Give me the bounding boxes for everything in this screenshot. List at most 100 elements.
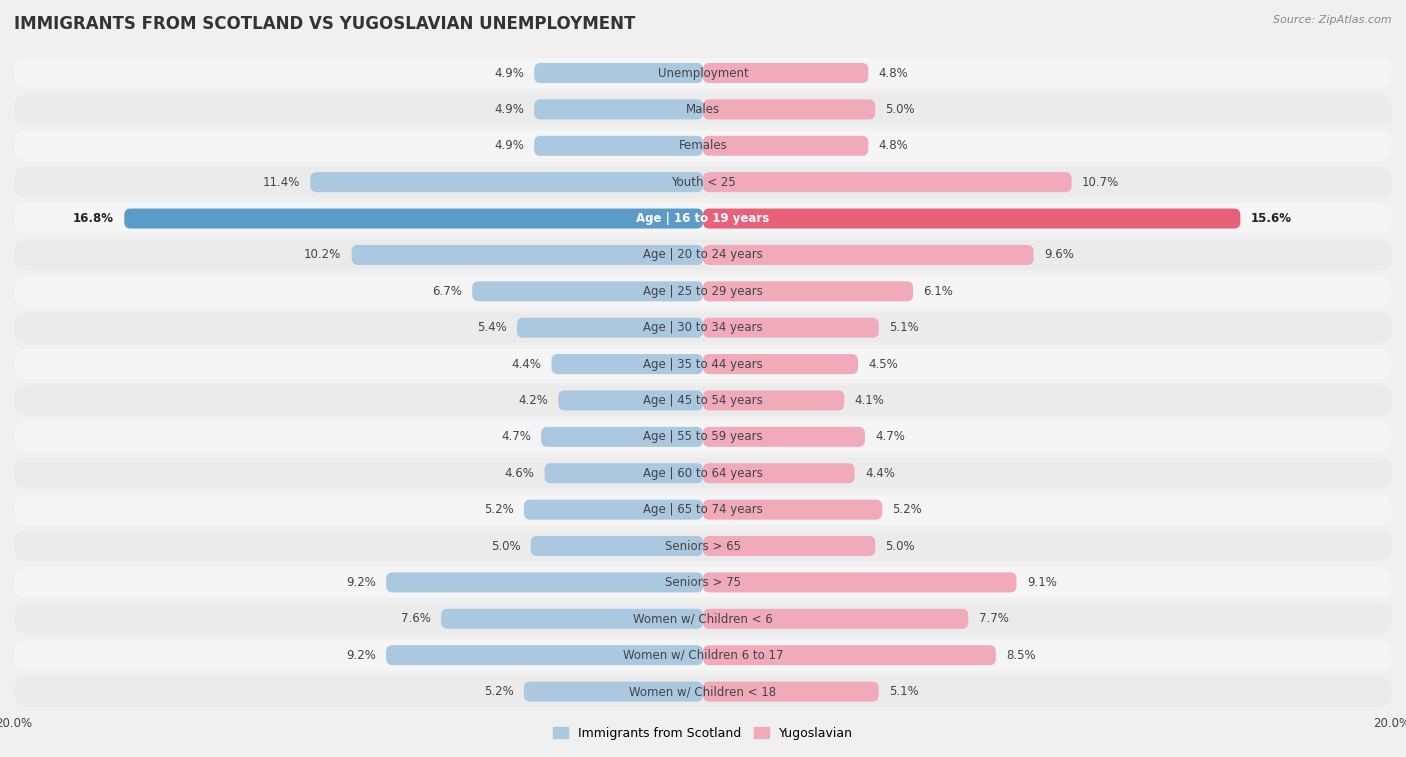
Text: 4.6%: 4.6% [505,467,534,480]
FancyBboxPatch shape [544,463,703,483]
FancyBboxPatch shape [703,318,879,338]
Text: 7.7%: 7.7% [979,612,1008,625]
FancyBboxPatch shape [703,208,1240,229]
FancyBboxPatch shape [14,313,1392,343]
FancyBboxPatch shape [14,204,1392,234]
Text: Age | 45 to 54 years: Age | 45 to 54 years [643,394,763,407]
Text: 11.4%: 11.4% [263,176,299,188]
FancyBboxPatch shape [14,58,1392,89]
Text: Males: Males [686,103,720,116]
FancyBboxPatch shape [524,500,703,519]
FancyBboxPatch shape [541,427,703,447]
Text: Women w/ Children < 6: Women w/ Children < 6 [633,612,773,625]
Legend: Immigrants from Scotland, Yugoslavian: Immigrants from Scotland, Yugoslavian [548,722,858,745]
FancyBboxPatch shape [14,422,1392,452]
Text: Unemployment: Unemployment [658,67,748,79]
Text: 4.2%: 4.2% [519,394,548,407]
Text: 9.2%: 9.2% [346,649,375,662]
Text: 9.1%: 9.1% [1026,576,1057,589]
FancyBboxPatch shape [387,645,703,665]
FancyBboxPatch shape [534,99,703,120]
Text: Source: ZipAtlas.com: Source: ZipAtlas.com [1274,15,1392,25]
FancyBboxPatch shape [703,572,1017,593]
Text: 5.2%: 5.2% [893,503,922,516]
Text: Age | 65 to 74 years: Age | 65 to 74 years [643,503,763,516]
Text: Age | 35 to 44 years: Age | 35 to 44 years [643,357,763,371]
Text: 8.5%: 8.5% [1007,649,1036,662]
Text: 5.0%: 5.0% [886,540,915,553]
FancyBboxPatch shape [703,63,869,83]
FancyBboxPatch shape [534,136,703,156]
Text: Women w/ Children 6 to 17: Women w/ Children 6 to 17 [623,649,783,662]
FancyBboxPatch shape [558,391,703,410]
FancyBboxPatch shape [703,282,912,301]
Text: Age | 60 to 64 years: Age | 60 to 64 years [643,467,763,480]
FancyBboxPatch shape [14,567,1392,598]
FancyBboxPatch shape [14,676,1392,707]
Text: 4.4%: 4.4% [512,357,541,371]
FancyBboxPatch shape [534,63,703,83]
FancyBboxPatch shape [531,536,703,556]
FancyBboxPatch shape [387,572,703,593]
FancyBboxPatch shape [14,531,1392,561]
Text: 10.2%: 10.2% [304,248,342,261]
FancyBboxPatch shape [14,458,1392,488]
Text: 4.7%: 4.7% [501,431,531,444]
FancyBboxPatch shape [703,172,1071,192]
FancyBboxPatch shape [14,603,1392,634]
Text: 6.7%: 6.7% [432,285,461,298]
Text: Age | 20 to 24 years: Age | 20 to 24 years [643,248,763,261]
Text: Females: Females [679,139,727,152]
FancyBboxPatch shape [14,640,1392,671]
Text: 9.2%: 9.2% [346,576,375,589]
Text: 4.9%: 4.9% [494,67,524,79]
FancyBboxPatch shape [703,245,1033,265]
Text: 5.2%: 5.2% [484,685,513,698]
FancyBboxPatch shape [703,354,858,374]
Text: 7.6%: 7.6% [401,612,430,625]
FancyBboxPatch shape [703,500,882,519]
FancyBboxPatch shape [311,172,703,192]
Text: 4.5%: 4.5% [869,357,898,371]
Text: 4.8%: 4.8% [879,67,908,79]
FancyBboxPatch shape [124,208,703,229]
FancyBboxPatch shape [551,354,703,374]
Text: IMMIGRANTS FROM SCOTLAND VS YUGOSLAVIAN UNEMPLOYMENT: IMMIGRANTS FROM SCOTLAND VS YUGOSLAVIAN … [14,15,636,33]
FancyBboxPatch shape [703,463,855,483]
Text: 16.8%: 16.8% [73,212,114,225]
Text: Age | 25 to 29 years: Age | 25 to 29 years [643,285,763,298]
FancyBboxPatch shape [703,99,875,120]
Text: Women w/ Children < 18: Women w/ Children < 18 [630,685,776,698]
FancyBboxPatch shape [14,276,1392,307]
Text: 4.7%: 4.7% [875,431,905,444]
Text: 4.9%: 4.9% [494,139,524,152]
Text: 5.0%: 5.0% [886,103,915,116]
FancyBboxPatch shape [14,94,1392,125]
Text: 5.1%: 5.1% [889,321,918,334]
FancyBboxPatch shape [517,318,703,338]
Text: Seniors > 75: Seniors > 75 [665,576,741,589]
FancyBboxPatch shape [524,681,703,702]
Text: Seniors > 65: Seniors > 65 [665,540,741,553]
FancyBboxPatch shape [441,609,703,629]
Text: 15.6%: 15.6% [1251,212,1292,225]
FancyBboxPatch shape [14,349,1392,379]
FancyBboxPatch shape [703,609,969,629]
FancyBboxPatch shape [703,645,995,665]
Text: 4.8%: 4.8% [879,139,908,152]
FancyBboxPatch shape [703,427,865,447]
Text: Youth < 25: Youth < 25 [671,176,735,188]
FancyBboxPatch shape [703,681,879,702]
Text: 10.7%: 10.7% [1083,176,1119,188]
Text: 6.1%: 6.1% [924,285,953,298]
FancyBboxPatch shape [14,130,1392,161]
FancyBboxPatch shape [703,536,875,556]
FancyBboxPatch shape [14,167,1392,198]
Text: 5.4%: 5.4% [477,321,506,334]
Text: 9.6%: 9.6% [1045,248,1074,261]
FancyBboxPatch shape [703,391,844,410]
Text: 4.4%: 4.4% [865,467,894,480]
FancyBboxPatch shape [472,282,703,301]
Text: Age | 30 to 34 years: Age | 30 to 34 years [643,321,763,334]
Text: Age | 55 to 59 years: Age | 55 to 59 years [643,431,763,444]
